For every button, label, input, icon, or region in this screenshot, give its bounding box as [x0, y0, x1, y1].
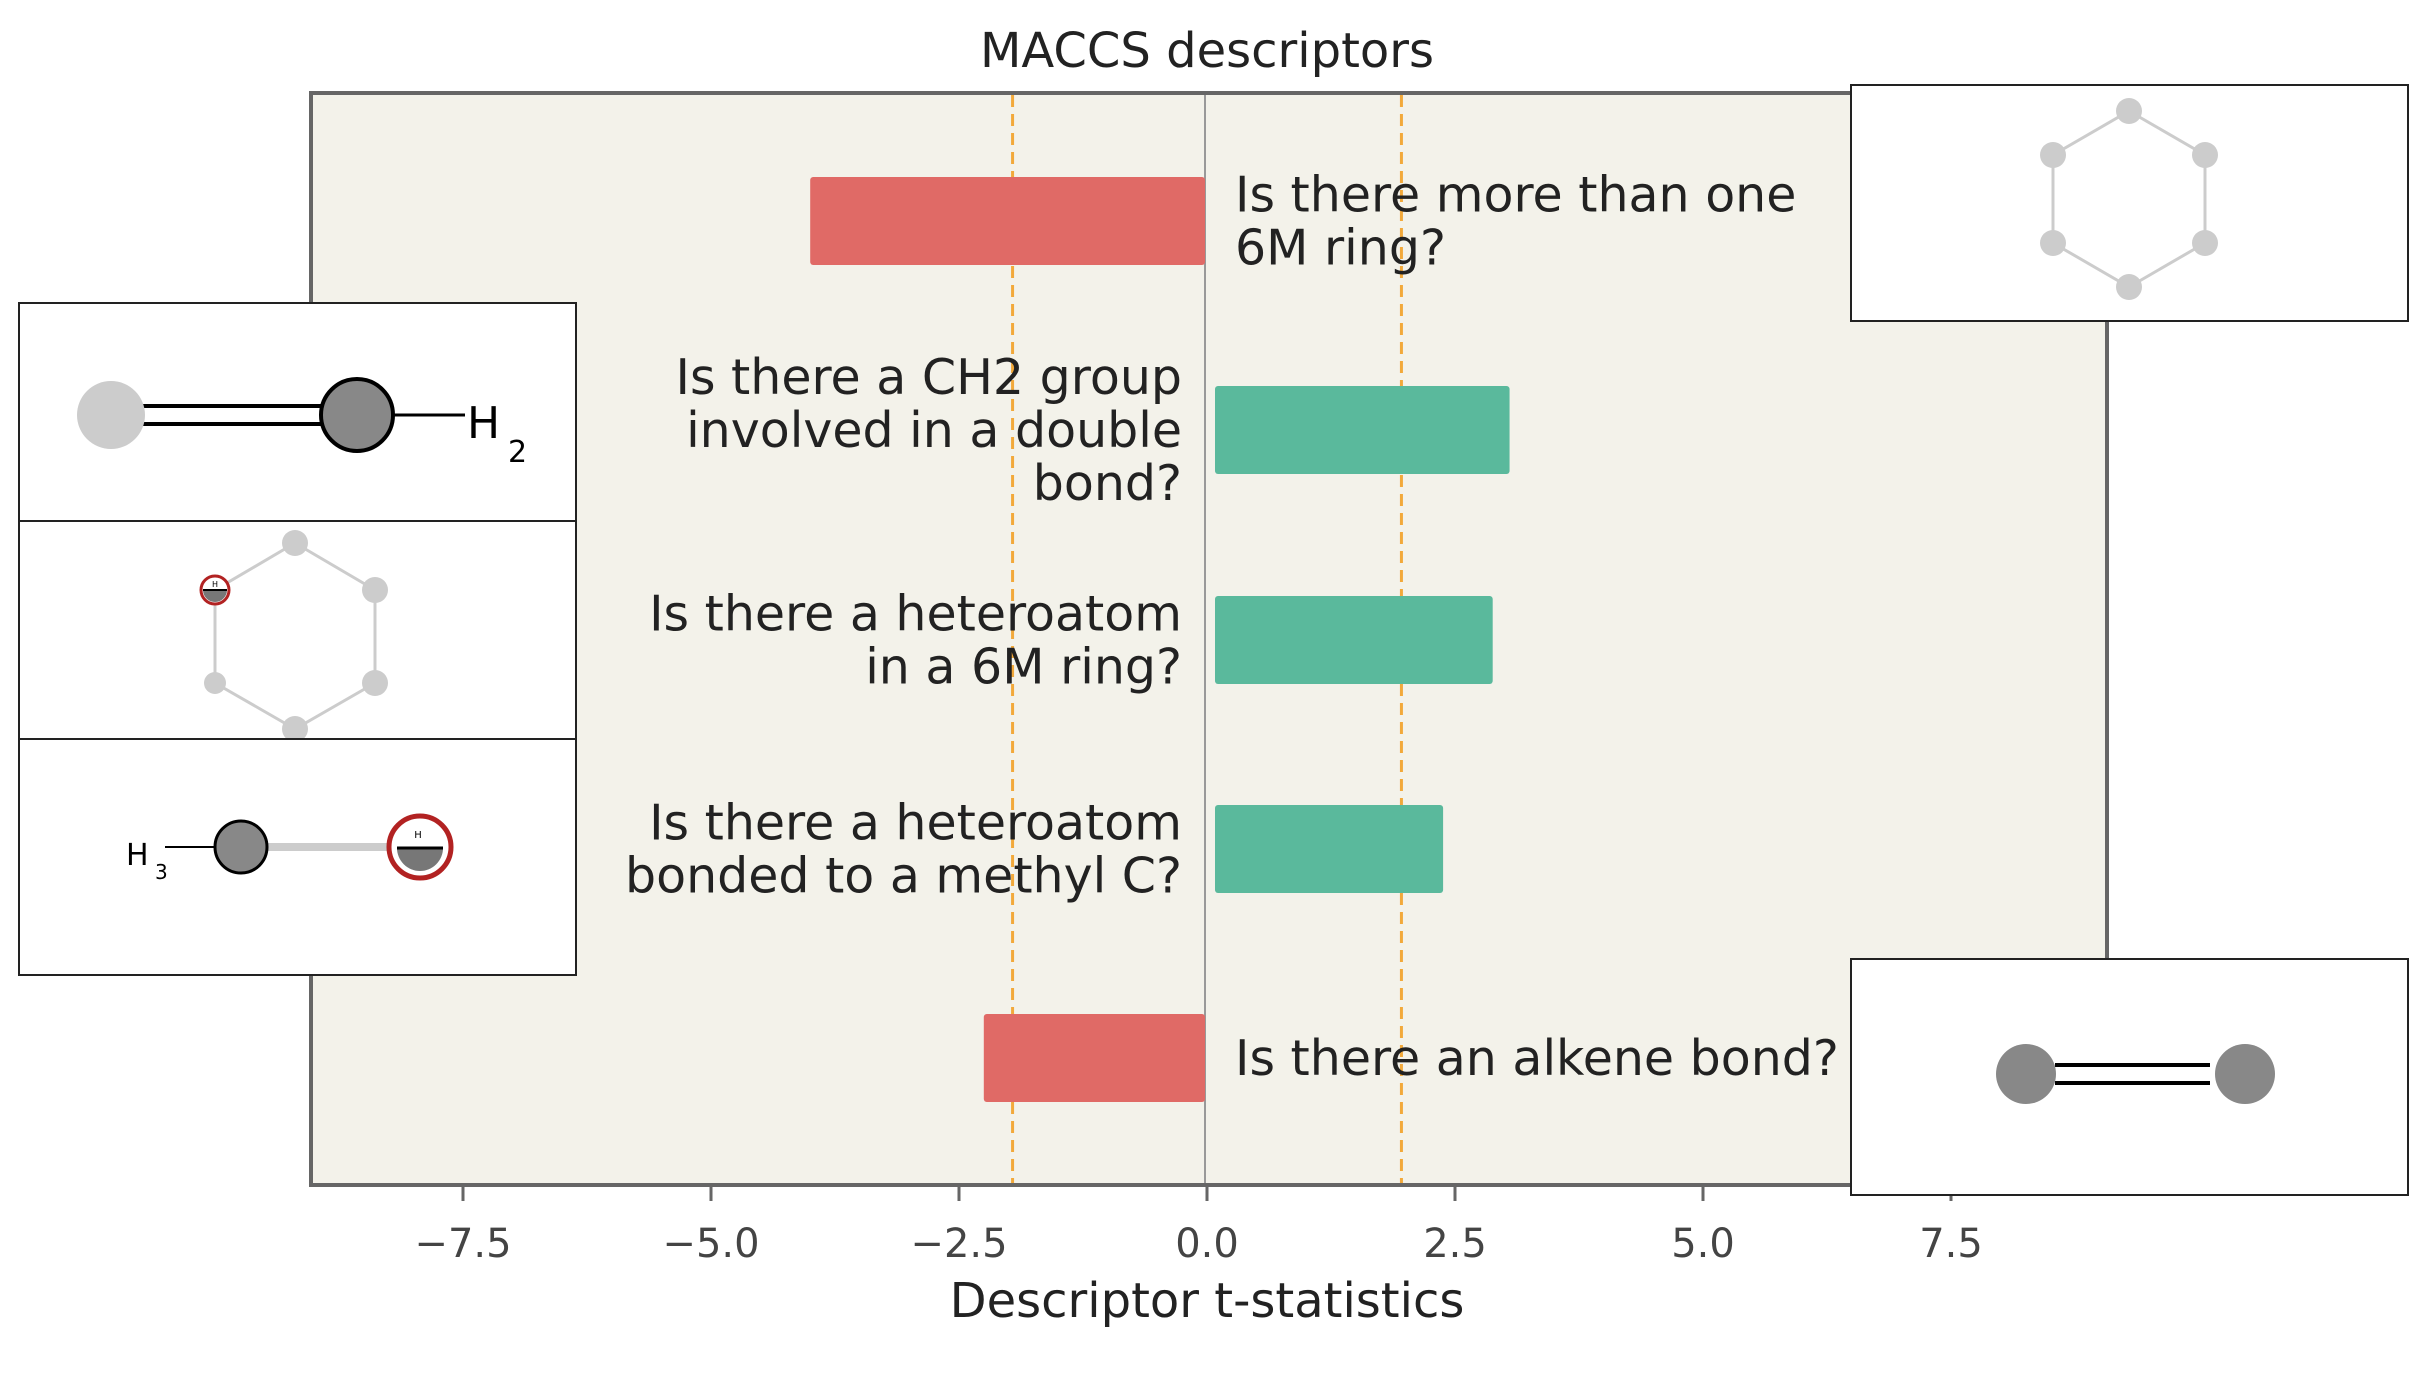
category-label: Is there a CH2 group involved in a double… — [676, 349, 1183, 512]
heteroatom-in-ring-inset: H — [18, 520, 577, 742]
two-six-membered-rings-inset — [1850, 84, 2409, 322]
heteroatom-methyl-inset: H 3 H — [18, 738, 577, 976]
bar — [810, 177, 1205, 265]
h-label: H — [467, 398, 500, 449]
h-label-2: H — [414, 830, 422, 841]
x-tick-label: −2.5 — [910, 1221, 1007, 1267]
h-label: H — [212, 580, 218, 589]
subscript-label: 3 — [155, 860, 168, 884]
h-label: H — [126, 838, 149, 873]
category-label-line: bond? — [1033, 455, 1182, 512]
category-label: Is there an alkene bond? — [1235, 1030, 1839, 1087]
subscript-label: 2 — [508, 435, 527, 470]
x-tick-label: 5.0 — [1671, 1221, 1735, 1267]
alkene-bond-inset — [1850, 958, 2409, 1196]
category-label-line: Is there more than one — [1235, 167, 1796, 224]
category-label: Is there more than one 6M ring? — [1235, 167, 1796, 277]
category-label-line: involved in a double — [686, 402, 1182, 459]
ch2-double-bond-inset: H 2 — [18, 302, 577, 522]
category-label-line: in a 6M ring? — [865, 639, 1182, 696]
category-label-line: Is there a heteroatom — [649, 795, 1182, 852]
chart-title: MACCS descriptors — [980, 23, 1434, 79]
category-label: Is there a heteroatom bonded to a methyl … — [625, 795, 1182, 905]
bar — [1215, 386, 1510, 474]
category-label-line: Is there an alkene bond? — [1235, 1030, 1839, 1087]
x-tick-label: 0.0 — [1175, 1221, 1239, 1267]
category-label: Is there a heteroatom in a 6M ring? — [649, 586, 1182, 696]
category-label-line: 6M ring? — [1235, 220, 1446, 277]
category-label-line: Is there a heteroatom — [649, 586, 1182, 643]
x-axis-label: Descriptor t-statistics — [950, 1273, 1465, 1329]
x-ticks: −7.5 −5.0 −2.5 0.0 2.5 5.0 7.5 — [414, 1185, 1983, 1267]
ring-atoms — [2040, 98, 2218, 300]
category-labels: Is there more than one 6M ring? Is there a… — [625, 167, 1839, 1088]
bar — [983, 1014, 1205, 1102]
x-tick-label: 2.5 — [1423, 1221, 1487, 1267]
category-label-line: Is there a CH2 group — [676, 349, 1183, 406]
bars-group — [810, 177, 1510, 1102]
x-tick-label: 7.5 — [1919, 1221, 1983, 1267]
bar — [1215, 596, 1493, 684]
x-tick-label: −5.0 — [662, 1221, 759, 1267]
category-label-line: bonded to a methyl C? — [625, 848, 1182, 905]
x-tick-label: −7.5 — [414, 1221, 511, 1267]
bar — [1215, 805, 1444, 893]
plot-area — [309, 91, 2109, 1187]
